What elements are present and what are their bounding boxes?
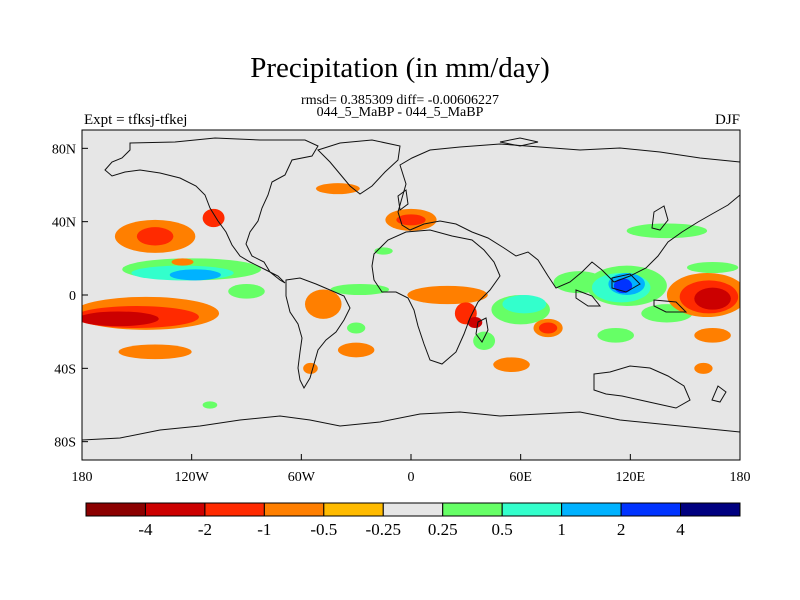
anomaly-patch — [686, 262, 739, 273]
coast-madagascar — [475, 317, 489, 343]
anomaly-patch — [304, 289, 342, 319]
colorbar-swatch — [501, 502, 563, 517]
coast-arctic-islands — [499, 137, 539, 147]
experiment-label: Expt = tfksj-tfkej — [84, 112, 188, 128]
colorbar-swatch — [204, 502, 265, 517]
anomaly-patch — [694, 362, 713, 374]
coast-borneo — [611, 273, 641, 293]
lon-tick-label: 60W — [288, 470, 316, 485]
colorbar-label: -0.5 — [310, 520, 337, 539]
anomaly-patch — [169, 269, 221, 281]
anomaly-patch — [303, 362, 318, 374]
map-axes: 80N 40N 0 40S 80S 180 120W 60W 0 60E 120E 180 — [52, 142, 751, 485]
anomaly-patch — [626, 223, 708, 239]
colorbar-swatch — [680, 502, 741, 517]
lon-tick-label: 120W — [175, 470, 210, 485]
anomaly-patch — [315, 183, 360, 195]
coast-eurasia — [397, 143, 740, 289]
lat-tick-label: 80N — [52, 142, 76, 157]
coast-british-isles — [397, 189, 409, 211]
coast-africa — [371, 229, 501, 365]
coast-greenland — [317, 139, 401, 195]
anomaly-patch — [202, 208, 225, 228]
colorbar-swatch — [85, 502, 146, 517]
anomaly-patch — [467, 317, 483, 328]
anomaly-patch — [502, 295, 547, 314]
colorbar-swatch — [620, 502, 682, 517]
anomaly-patch — [136, 227, 174, 246]
colorbar-label: 4 — [676, 520, 685, 539]
colorbar-label: 0.5 — [492, 520, 513, 539]
anomaly-patch — [228, 284, 265, 299]
anomaly-patch — [337, 342, 375, 358]
anomaly-patch — [330, 284, 390, 295]
coast-new-guinea — [653, 299, 688, 313]
runs-subtitle: 044_5_MaBP - 044_5_MaBP — [316, 105, 484, 120]
colorbar-label: -0.25 — [366, 520, 401, 539]
anomaly-patch — [118, 344, 192, 360]
colorbar-label: 0.25 — [428, 520, 458, 539]
coast-antarctica — [82, 411, 740, 441]
colorbar-swatch — [144, 502, 206, 517]
anomaly-patch — [597, 328, 634, 343]
anomaly-patch — [202, 401, 218, 409]
coast-south-america — [285, 277, 351, 390]
anomaly-patch — [694, 328, 731, 343]
lon-tick-label: 0 — [408, 470, 415, 485]
figure-title: Precipitation (in mm/day) — [250, 52, 550, 84]
season-label: DJF — [714, 112, 740, 128]
colorbar-label: -4 — [138, 520, 153, 539]
anomaly-patch — [538, 322, 558, 334]
colorbar-label: 1 — [557, 520, 566, 539]
lat-tick-label: 80S — [54, 436, 76, 451]
anomaly-patch — [396, 214, 426, 226]
colorbar-swatch — [561, 502, 622, 517]
colorbar-swatch — [323, 502, 384, 517]
colorbar-swatch — [263, 502, 325, 517]
anomaly-patch — [493, 357, 530, 372]
lat-tick-label: 40S — [54, 362, 76, 377]
coast-new-zealand — [711, 385, 727, 403]
colorbar-label: 2 — [617, 520, 626, 539]
lon-tick-label: 180 — [72, 470, 93, 485]
stats-subtitle: rmsd= 0.385309 diff= -0.00606227 — [301, 93, 499, 108]
lon-tick-label: 120E — [616, 470, 646, 485]
colorbar-label: -1 — [257, 520, 271, 539]
anomaly-patch — [171, 258, 194, 266]
anomaly-patch — [473, 331, 496, 351]
anomaly-layer — [82, 183, 740, 409]
coast-north-america — [104, 137, 319, 284]
coast-japan — [651, 205, 669, 231]
anomaly-patch — [347, 322, 366, 334]
colorbar-swatch — [382, 502, 444, 517]
colorbar-label: -2 — [198, 520, 212, 539]
anomaly-patch — [694, 287, 731, 310]
anomaly-patch — [82, 311, 159, 327]
coast-australia — [593, 365, 691, 409]
colorbar: -4 -2 -1 -0.5 -0.25 0.25 0.5 1 2 4 — [85, 502, 741, 539]
lon-tick-label: 180 — [730, 470, 751, 485]
coast-sumatra — [575, 289, 602, 307]
coastlines — [82, 137, 740, 441]
lon-tick-label: 60E — [509, 470, 532, 485]
lat-tick-label: 0 — [69, 289, 76, 304]
anomaly-patch — [407, 285, 488, 305]
lat-tick-label: 40N — [52, 216, 76, 231]
colorbar-swatch — [442, 502, 503, 517]
